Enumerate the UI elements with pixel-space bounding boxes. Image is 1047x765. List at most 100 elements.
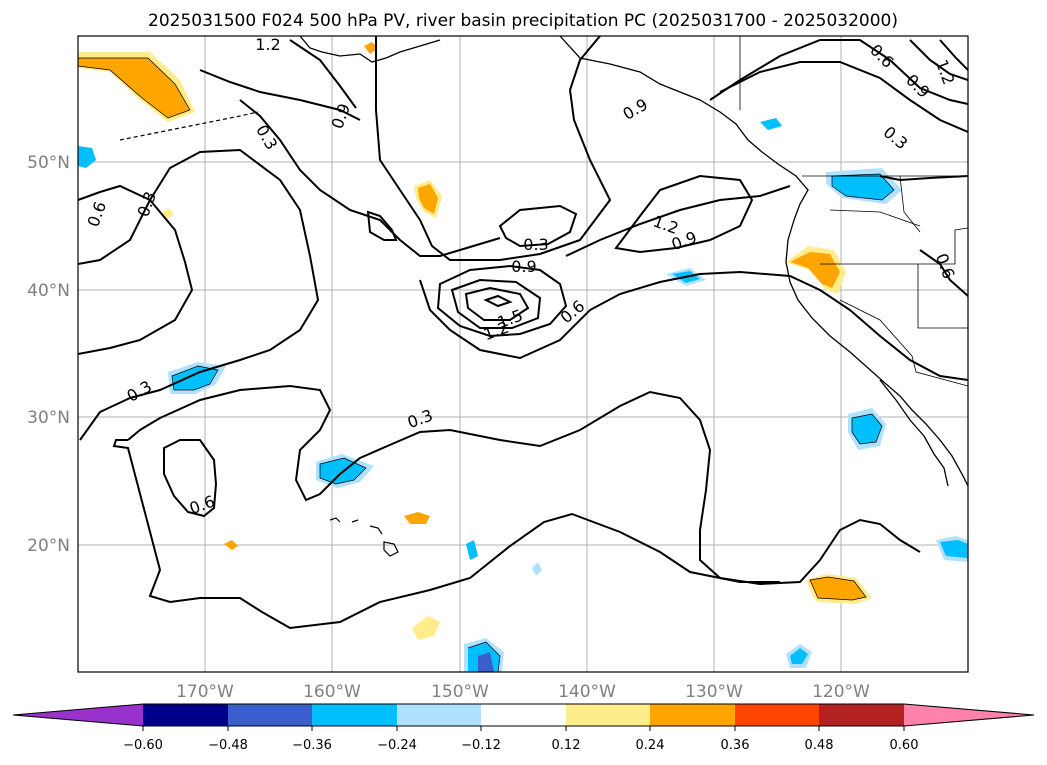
precip-blob <box>478 652 494 672</box>
latitude-labels: 50°N 40°N 30°N 20°N <box>27 153 70 556</box>
pv-contour-0.9-nw <box>239 99 501 257</box>
colorbar-extend-right <box>904 704 1034 726</box>
state-border <box>820 227 968 265</box>
state-border <box>899 175 921 233</box>
colorbar-label: −0.60 <box>123 738 163 753</box>
colorbar-segment <box>397 704 481 726</box>
precip-blob <box>532 562 542 576</box>
precip-blob <box>412 616 440 640</box>
contour-label: 0.9 <box>511 257 536 276</box>
colorbar: −0.60 −0.48 −0.36 −0.24 −0.12 0.12 0.24 … <box>12 703 1035 753</box>
colorbar-label: 0.24 <box>636 738 665 753</box>
pv-contour-0.3-ne <box>719 61 968 133</box>
pv-contour-1.2-north <box>289 39 357 109</box>
precip-blob <box>810 577 866 600</box>
pv-contour-1.2-ne <box>939 39 968 71</box>
colorbar-label: 0.12 <box>552 738 581 753</box>
pv-contour-1.8-center <box>483 294 513 308</box>
precip-blob <box>162 208 174 219</box>
precip-blob <box>852 414 882 444</box>
pv-contour-0.9-north <box>199 69 361 121</box>
lat-label-20n: 20°N <box>27 536 70 556</box>
precip-blob <box>172 366 218 390</box>
lon-label-140w: 140°W <box>558 682 616 702</box>
pv-contour-1.2-center <box>450 278 542 329</box>
figure-title: 2025031500 F024 500 hPa PV, river basin … <box>148 11 898 31</box>
pv-contour-0.6-ne <box>709 39 968 105</box>
precip-blob <box>224 540 238 550</box>
colorbar-segment <box>481 704 566 726</box>
colorbar-segment <box>228 704 312 726</box>
colorbar-extend-left <box>13 704 143 726</box>
precip-outlines <box>78 57 895 672</box>
precip-outline <box>171 365 219 391</box>
precip-outline <box>851 413 883 445</box>
precip-negative-anomalies <box>78 118 968 672</box>
longitude-labels: 170°W 160°W 150°W 140°W 130°W 120°W <box>176 682 870 702</box>
lon-label-120w: 120°W <box>812 682 870 702</box>
colorbar-segment <box>566 704 650 726</box>
contour-label: 0.3 <box>523 235 548 254</box>
colorbar-label: 0.48 <box>805 738 834 753</box>
lat-label-30n: 30°N <box>27 408 70 428</box>
colorbar-label: 0.36 <box>721 738 750 753</box>
precip-blob <box>940 540 968 558</box>
precip-blob <box>790 252 840 288</box>
pv-contour-0.6-west <box>78 184 194 355</box>
precip-blob <box>760 118 782 130</box>
state-border <box>839 299 968 387</box>
lon-label-130w: 130°W <box>685 682 743 702</box>
contour-label: 1.2 <box>255 35 280 54</box>
colorbar-segment <box>312 704 397 726</box>
precip-blob <box>790 648 808 664</box>
precip-blob <box>832 174 894 200</box>
colorbar-segment <box>819 704 904 726</box>
aleutian-islands <box>119 111 259 141</box>
lat-label-40n: 40°N <box>27 281 70 301</box>
precip-outline <box>809 576 867 601</box>
pv-contour-small <box>366 210 398 241</box>
lon-label-160w: 160°W <box>303 682 361 702</box>
pv-contour-0.9-loop <box>375 36 612 261</box>
precip-blob <box>418 184 438 214</box>
precip-blob <box>466 540 478 560</box>
pv-contour-0.3-south-lower <box>112 439 780 630</box>
pv-contour-0.3-south <box>127 384 921 586</box>
colorbar-label: −0.36 <box>292 738 332 753</box>
alaska-coast-west <box>299 36 441 63</box>
precip-blob <box>78 58 190 118</box>
precip-blob <box>78 146 96 168</box>
lat-label-50n: 50°N <box>27 153 70 173</box>
pv-contour-0.6-center <box>419 270 968 381</box>
lon-label-150w: 150°W <box>431 682 489 702</box>
pv-contour-0.6-south <box>163 439 218 518</box>
political-borders <box>739 36 968 387</box>
pv-contour-0.6-east <box>919 249 968 297</box>
map-content: 1.2 0.9 0.3 0.6 0.3 0.9 0.6 0.9 1.2 0.3 … <box>78 35 968 672</box>
map-background <box>78 36 968 672</box>
precip-outline <box>78 57 191 119</box>
pv-contour-0.3-center <box>498 204 578 248</box>
coastlines <box>119 36 968 557</box>
precip-outline <box>831 173 895 201</box>
map-frame <box>77 35 969 673</box>
pv-contours <box>78 36 968 630</box>
pv-contour-0.9-east <box>565 185 791 257</box>
pv-contour-0.9-center <box>436 264 568 338</box>
colorbar-segment <box>650 704 735 726</box>
precip-blob <box>404 512 430 524</box>
precip-outline <box>467 641 501 672</box>
precip-blob <box>364 42 378 54</box>
colorbar-label: −0.48 <box>208 738 248 753</box>
colorbar-ticks <box>142 726 905 731</box>
lon-label-170w: 170°W <box>176 682 234 702</box>
state-border <box>917 264 968 329</box>
precip-outline <box>319 457 367 485</box>
colorbar-segment <box>735 704 819 726</box>
baja-california <box>879 379 949 487</box>
pv-contour-0.3-east <box>879 175 968 182</box>
pv-contour-1.5-center <box>464 286 530 321</box>
pv-contour-1.2-east <box>614 174 754 254</box>
colorbar-label: −0.24 <box>377 738 417 753</box>
